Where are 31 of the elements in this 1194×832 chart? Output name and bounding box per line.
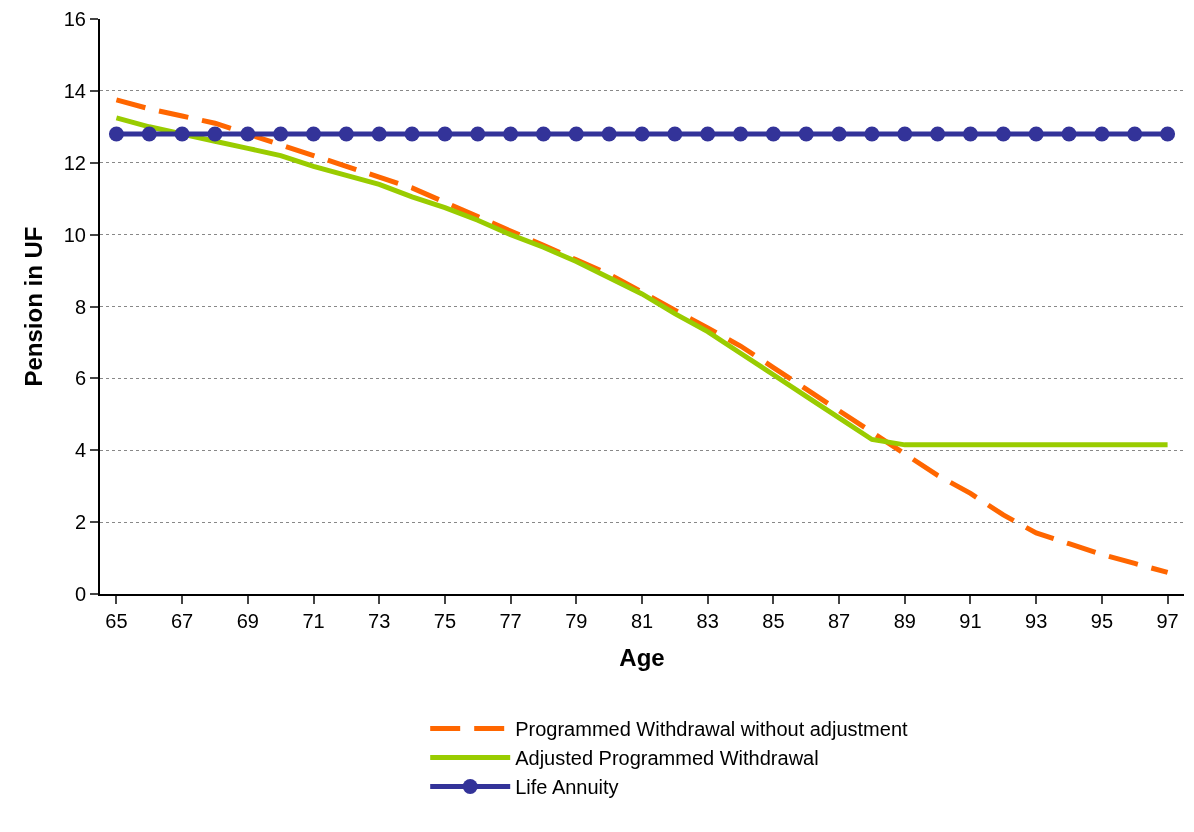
x-tick-label: 67	[170, 610, 194, 632]
legend-label: Programmed Withdrawal without adjustment	[515, 718, 909, 741]
y-axis-title: Pension in UF	[20, 226, 48, 387]
x-tick-label: 81	[630, 610, 654, 632]
x-tick-label: 79	[565, 610, 588, 632]
y-tick-label: 6	[74, 367, 86, 390]
x-tick-label: 69	[236, 610, 259, 632]
y-tick-label: 16	[63, 8, 86, 30]
y-tick-label: 10	[63, 223, 86, 246]
y-tick-label: 4	[74, 439, 86, 462]
x-tick-label: 77	[499, 610, 522, 632]
x-tick-label: 73	[368, 610, 391, 632]
x-tick-label: 85	[762, 610, 785, 632]
x-tick-label: 83	[696, 610, 719, 632]
y-tick-label: 0	[74, 583, 86, 605]
x-tick-label: 65	[105, 610, 128, 632]
y-tick-label: 14	[63, 79, 86, 102]
y-tick-label: 12	[63, 151, 86, 174]
x-tick-label: 71	[302, 610, 325, 632]
x-axis-title: Age	[619, 643, 665, 671]
x-tick-label: 75	[433, 610, 457, 632]
x-tick-label: 93	[1025, 610, 1048, 632]
y-tick-label: 2	[74, 511, 86, 534]
x-tick-label: 87	[827, 610, 851, 632]
x-tick-label: 91	[959, 610, 982, 632]
x-tick-label: 97	[1156, 610, 1179, 632]
y-tick-label: 8	[74, 295, 86, 318]
x-tick-label: 89	[893, 610, 916, 632]
x-tick-label: 95	[1090, 610, 1114, 632]
legend-label: Life Annuity	[515, 776, 619, 799]
legend-label: Adjusted Programmed Withdrawal	[515, 747, 819, 770]
